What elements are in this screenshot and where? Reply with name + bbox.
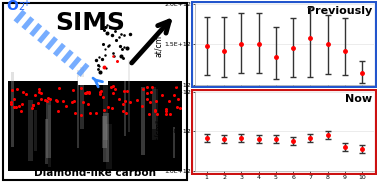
Text: Previously: Previously xyxy=(307,6,372,16)
Bar xyxy=(173,127,175,158)
Bar xyxy=(103,84,108,140)
Text: Now: Now xyxy=(345,94,372,104)
Text: SIMS: SIMS xyxy=(55,11,125,35)
Polygon shape xyxy=(69,56,82,70)
Y-axis label: at/cm²: at/cm² xyxy=(154,32,163,57)
Bar xyxy=(77,70,79,148)
Text: O: O xyxy=(6,0,18,13)
Bar xyxy=(103,113,109,162)
Bar xyxy=(46,101,51,158)
Bar xyxy=(141,87,145,155)
Bar xyxy=(8,81,182,171)
Polygon shape xyxy=(53,43,66,57)
Bar xyxy=(45,119,48,164)
Bar xyxy=(78,77,108,85)
Polygon shape xyxy=(37,29,50,44)
Bar xyxy=(11,72,14,147)
Polygon shape xyxy=(14,10,26,24)
Bar xyxy=(124,81,126,135)
Bar xyxy=(80,67,84,129)
Polygon shape xyxy=(61,49,74,64)
Polygon shape xyxy=(29,23,42,37)
Text: 2: 2 xyxy=(18,2,24,12)
Bar xyxy=(34,110,37,150)
Bar xyxy=(28,100,33,160)
Bar xyxy=(128,60,130,132)
Y-axis label: at/cm²: at/cm² xyxy=(154,119,163,144)
Bar xyxy=(102,116,107,148)
Polygon shape xyxy=(77,63,90,77)
Bar xyxy=(48,105,51,167)
Text: Diamond-like carbon: Diamond-like carbon xyxy=(34,168,156,178)
Bar xyxy=(106,124,112,169)
Polygon shape xyxy=(22,16,34,30)
Text: +: + xyxy=(22,0,30,8)
Bar xyxy=(152,89,158,140)
Polygon shape xyxy=(45,36,58,50)
Bar xyxy=(152,87,156,129)
